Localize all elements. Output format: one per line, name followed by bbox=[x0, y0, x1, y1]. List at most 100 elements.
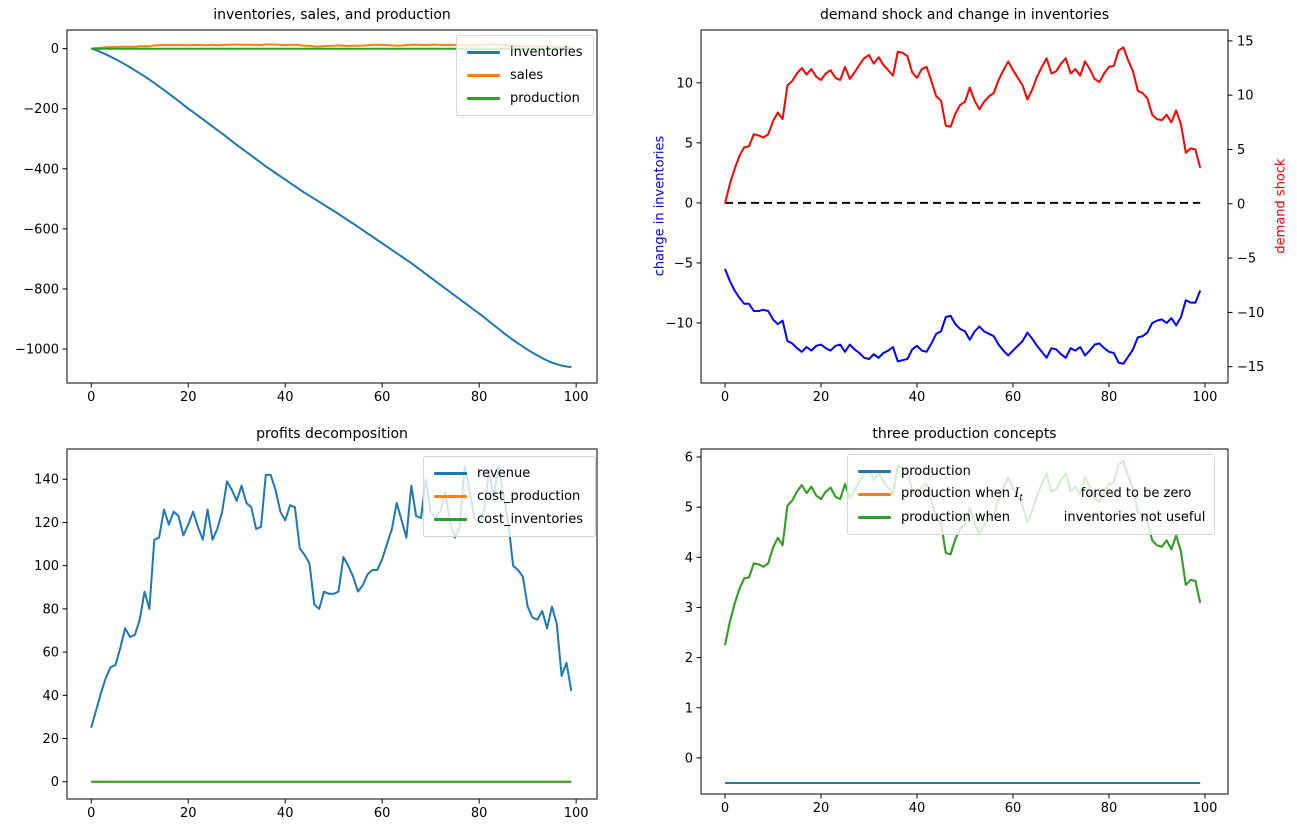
x-tick-label: 80 bbox=[1101, 801, 1118, 816]
x-tick-label: 60 bbox=[1005, 390, 1022, 405]
legend-label: inventories bbox=[510, 45, 583, 60]
x-tick-label: 0 bbox=[721, 801, 729, 816]
y-tick-label: 0 bbox=[51, 42, 59, 57]
legend-item: sales bbox=[463, 64, 587, 87]
y-tick-label: 6 bbox=[685, 451, 693, 466]
legend-line-sample bbox=[858, 516, 891, 519]
legend-item: production bbox=[854, 460, 1208, 483]
legend-line-sample bbox=[467, 74, 500, 77]
y-tick-label: 100 bbox=[34, 559, 59, 574]
x-tick-label: 80 bbox=[1101, 390, 1118, 405]
series-demand-shock bbox=[724, 46, 1202, 205]
legend-label: production bbox=[510, 91, 580, 106]
x-tick-label: 60 bbox=[374, 806, 391, 821]
legend-item: production when inventories not useful bbox=[854, 506, 1208, 529]
y-tick-right-label: 5 bbox=[1237, 143, 1245, 158]
legend-item: cost_inventories bbox=[430, 508, 589, 531]
y-tick-label: −600 bbox=[23, 222, 59, 237]
x-tick-label: 20 bbox=[180, 390, 197, 405]
y-tick-label: 0 bbox=[685, 196, 693, 211]
legend-line-sample bbox=[467, 51, 500, 54]
x-tick-label: 40 bbox=[909, 390, 926, 405]
legend-item: production bbox=[463, 87, 587, 110]
chart-title-demand-shock-change-inventories: demand shock and change in inventories bbox=[819, 7, 1110, 23]
subplot-1: 0 20 40 60 80 100 10 5 0 −5 −10 15 10 5 0 −5 −10 −15 bbox=[666, 29, 1264, 405]
x-tick-label: 0 bbox=[87, 390, 95, 405]
x-tick-label: 20 bbox=[813, 390, 830, 405]
legend-label: cost_production bbox=[477, 489, 581, 504]
legend-profits-decomposition: revenue cost_production cost_inventories bbox=[423, 456, 596, 537]
x-tick-label: 0 bbox=[87, 806, 95, 821]
legend-line-sample bbox=[467, 97, 500, 100]
x-tick-label: 40 bbox=[277, 390, 294, 405]
math-I-sub-t: It bbox=[1014, 485, 1023, 504]
y-tick-label: 5 bbox=[685, 501, 693, 516]
y-tick-right-label: 0 bbox=[1237, 197, 1245, 212]
y-tick-label: 140 bbox=[34, 473, 59, 488]
axes-frame bbox=[66, 448, 598, 800]
ylabel-demand-shock: demand shock bbox=[1273, 158, 1289, 254]
y-tick-label: 0 bbox=[685, 751, 693, 766]
legend-line-sample bbox=[434, 495, 467, 498]
legend-item: inventories bbox=[463, 41, 587, 64]
x-tick-label: 80 bbox=[471, 806, 488, 821]
y-tick-label: 2 bbox=[685, 651, 693, 666]
y-tick-label: 4 bbox=[685, 551, 693, 566]
x-tick-label: 20 bbox=[813, 801, 830, 816]
legend-inventories-sales-production: inventories sales production bbox=[456, 35, 594, 116]
y-tick-label: −800 bbox=[23, 282, 59, 297]
legend-line-sample bbox=[858, 470, 891, 473]
x-tick-label: 100 bbox=[1193, 801, 1218, 816]
legend-three-production-concepts: production production when It forced to b… bbox=[847, 454, 1215, 535]
legend-label: production when inventories not useful bbox=[901, 510, 1206, 525]
legend-line-sample bbox=[858, 493, 891, 496]
chart-title-profits-decomposition: profits decomposition bbox=[256, 426, 408, 442]
y-tick-label: −1000 bbox=[15, 343, 59, 358]
legend-item: revenue bbox=[430, 462, 589, 485]
x-tick-label: 100 bbox=[564, 390, 589, 405]
y-tick-label: 40 bbox=[42, 689, 59, 704]
y-tick-label: 5 bbox=[685, 136, 693, 151]
y-tick-label: 60 bbox=[42, 646, 59, 661]
y-tick-right-label: −10 bbox=[1237, 306, 1264, 321]
y-tick-label: −5 bbox=[674, 256, 693, 271]
legend-label: production bbox=[901, 464, 971, 479]
x-tick-label: 100 bbox=[1193, 390, 1218, 405]
axes-frame bbox=[700, 29, 1229, 384]
x-tick-label: 40 bbox=[909, 801, 926, 816]
series-change-in-inventories bbox=[724, 268, 1202, 365]
legend-label: revenue bbox=[477, 466, 531, 481]
series-inventories bbox=[90, 47, 572, 369]
x-tick-label: 0 bbox=[721, 390, 729, 405]
y-tick-label: −200 bbox=[23, 102, 59, 117]
y-tick-label: 10 bbox=[676, 76, 693, 91]
y-tick-right-label: 15 bbox=[1237, 34, 1254, 49]
legend-item: production when It forced to be zero bbox=[854, 483, 1208, 506]
legend-label: cost_inventories bbox=[477, 512, 584, 527]
x-tick-label: 80 bbox=[471, 390, 488, 405]
legend-line-sample bbox=[434, 518, 467, 521]
legend-label: production when It forced to be zero bbox=[901, 485, 1192, 504]
x-tick-label: 40 bbox=[277, 806, 294, 821]
axes-frame bbox=[66, 29, 598, 384]
chart-title-inventories-sales-production: inventories, sales, and production bbox=[213, 7, 451, 23]
y-tick-label: 120 bbox=[34, 516, 59, 531]
chart-title-three-production-concepts: three production concepts bbox=[872, 426, 1057, 442]
y-tick-right-label: 10 bbox=[1237, 89, 1254, 104]
axes-frame bbox=[700, 448, 1229, 795]
x-tick-label: 20 bbox=[180, 806, 197, 821]
y-tick-label: 80 bbox=[42, 602, 59, 617]
y-tick-label: −400 bbox=[23, 162, 59, 177]
x-tick-label: 100 bbox=[564, 806, 589, 821]
ylabel-change-in-inventories: change in inventories bbox=[652, 135, 668, 277]
y-tick-label: 0 bbox=[51, 775, 59, 790]
legend-item: cost_production bbox=[430, 485, 589, 508]
y-tick-label: 3 bbox=[685, 601, 693, 616]
x-tick-label: 60 bbox=[1005, 801, 1022, 816]
legend-line-sample bbox=[434, 472, 467, 475]
y-tick-label: 20 bbox=[42, 732, 59, 747]
y-tick-right-label: −15 bbox=[1237, 360, 1264, 375]
y-tick-label: −10 bbox=[666, 316, 693, 331]
